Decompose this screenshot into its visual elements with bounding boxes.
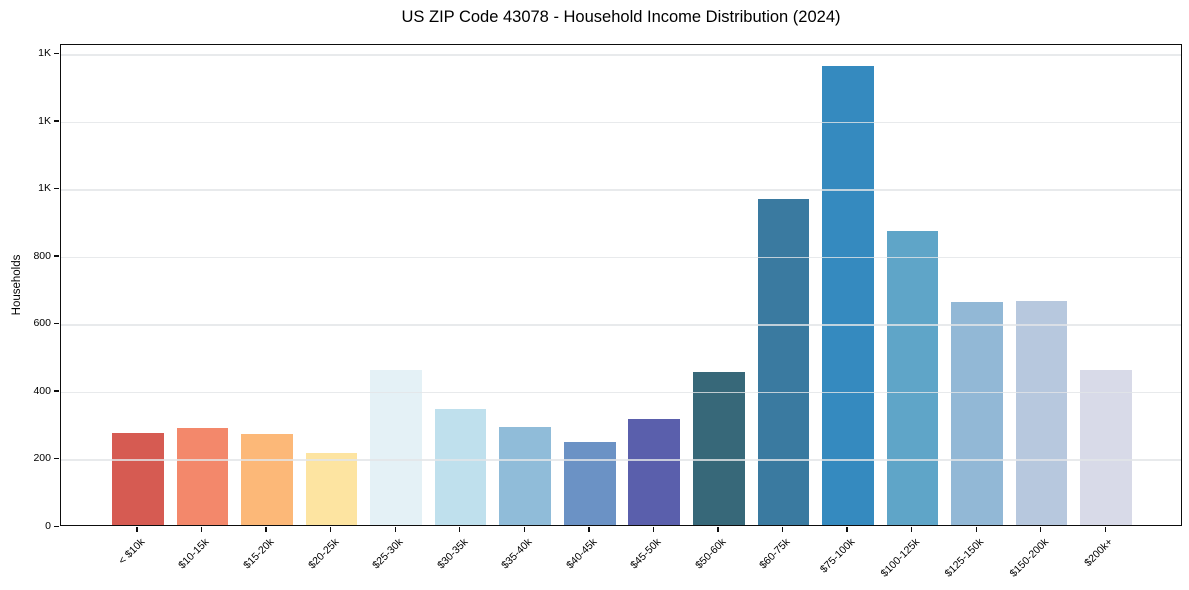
y-tick-0 xyxy=(54,525,59,527)
chart-title: US ZIP Code 43078 - Household Income Dis… xyxy=(401,8,841,26)
x-tick-$25-30k xyxy=(394,527,396,532)
bar-$20-25k xyxy=(305,452,358,525)
y-tick-800 xyxy=(54,255,59,257)
x-tick-$125-150k xyxy=(975,527,977,532)
x-tick-label-$100-125k: $100-125k xyxy=(878,536,923,580)
bar-$100-125k xyxy=(886,231,939,525)
bar-$30-35k xyxy=(434,408,487,525)
x-tick-label-$150-200k: $150-200k xyxy=(1007,536,1052,580)
x-tick-$100-125k xyxy=(911,527,913,532)
y-tick-600 xyxy=(54,322,59,325)
gridline-800 xyxy=(61,256,1181,259)
x-tick-label-< $10k: < $10k xyxy=(116,536,148,567)
x-tick-label-$40-45k: $40-45k xyxy=(563,536,600,572)
x-tick-$50-60k xyxy=(717,527,719,532)
x-tick-$20-25k xyxy=(329,527,332,532)
x-tick-label-$45-50k: $45-50k xyxy=(628,536,664,572)
y-tick-label-1400: 1K xyxy=(38,47,51,60)
bar-$60-75k xyxy=(757,198,810,525)
y-axis-label: Households xyxy=(11,254,23,316)
x-tick-label-$25-30k: $25-30k xyxy=(370,536,406,572)
bar-$15-20k xyxy=(241,433,293,525)
bar-$150-200k xyxy=(1015,300,1068,525)
bar-$35-40k xyxy=(499,427,551,525)
y-tick-label-400: 400 xyxy=(33,384,51,397)
gridline-600 xyxy=(61,324,1181,326)
bar-$25-30k xyxy=(370,369,422,525)
bar-$10-15k xyxy=(176,427,229,525)
x-tick-label-$75-100k: $75-100k xyxy=(817,536,858,576)
gridline-400 xyxy=(61,391,1181,394)
x-tick-label-$15-20k: $15-20k xyxy=(241,536,277,572)
gridline-200 xyxy=(61,459,1181,461)
y-tick-label-600: 600 xyxy=(33,317,51,330)
x-tick-label-$125-150k: $125-150k xyxy=(942,536,987,580)
x-tick-$60-75k xyxy=(781,527,784,532)
bar-$75-100k xyxy=(822,65,874,525)
bar-$50-60k xyxy=(693,372,745,525)
x-tick-$35-40k xyxy=(523,527,525,532)
gridline-1200 xyxy=(61,121,1181,124)
y-tick-label-1000: 1K xyxy=(38,182,51,195)
x-tick-$45-50k xyxy=(652,527,655,532)
x-tick-label-$20-25k: $20-25k xyxy=(305,536,341,572)
x-tick-label-$10-15k: $10-15k xyxy=(176,536,212,572)
y-tick-1200 xyxy=(54,120,59,122)
y-tick-1400 xyxy=(54,52,59,55)
bar-$40-45k xyxy=(563,441,616,525)
bar-$45-50k xyxy=(628,419,681,525)
x-tick-label-$50-60k: $50-60k xyxy=(693,536,729,572)
gridline-1000 xyxy=(61,189,1181,191)
y-tick-1000 xyxy=(54,187,59,190)
x-tick-< $10k xyxy=(136,527,138,532)
x-tick-$30-35k xyxy=(459,527,461,532)
plot-area xyxy=(60,44,1182,526)
x-tick-label-$60-75k: $60-75k xyxy=(757,536,793,572)
gridline-1400 xyxy=(61,54,1181,56)
y-tick-label-800: 800 xyxy=(33,249,51,262)
x-tick-$40-45k xyxy=(588,527,590,532)
bar-< $10k xyxy=(112,432,164,525)
x-tick-label-$30-35k: $30-35k xyxy=(434,536,471,572)
bar-$200k+ xyxy=(1080,369,1132,525)
x-tick-$150-200k xyxy=(1040,527,1042,532)
y-tick-label-1200: 1K xyxy=(38,114,51,127)
x-tick-label-$35-40k: $35-40k xyxy=(499,536,535,572)
x-tick-label-$200k+: $200k+ xyxy=(1082,536,1116,570)
y-tick-label-200: 200 xyxy=(33,452,51,465)
bar-$125-150k xyxy=(951,302,1003,525)
y-tick-400 xyxy=(54,390,59,392)
y-tick-200 xyxy=(54,457,59,460)
x-tick-$200k+ xyxy=(1104,527,1106,532)
x-tick-$10-15k xyxy=(200,527,203,532)
x-tick-$15-20k xyxy=(265,527,267,532)
y-tick-label-0: 0 xyxy=(45,520,51,532)
x-tick-$75-100k xyxy=(846,527,848,532)
